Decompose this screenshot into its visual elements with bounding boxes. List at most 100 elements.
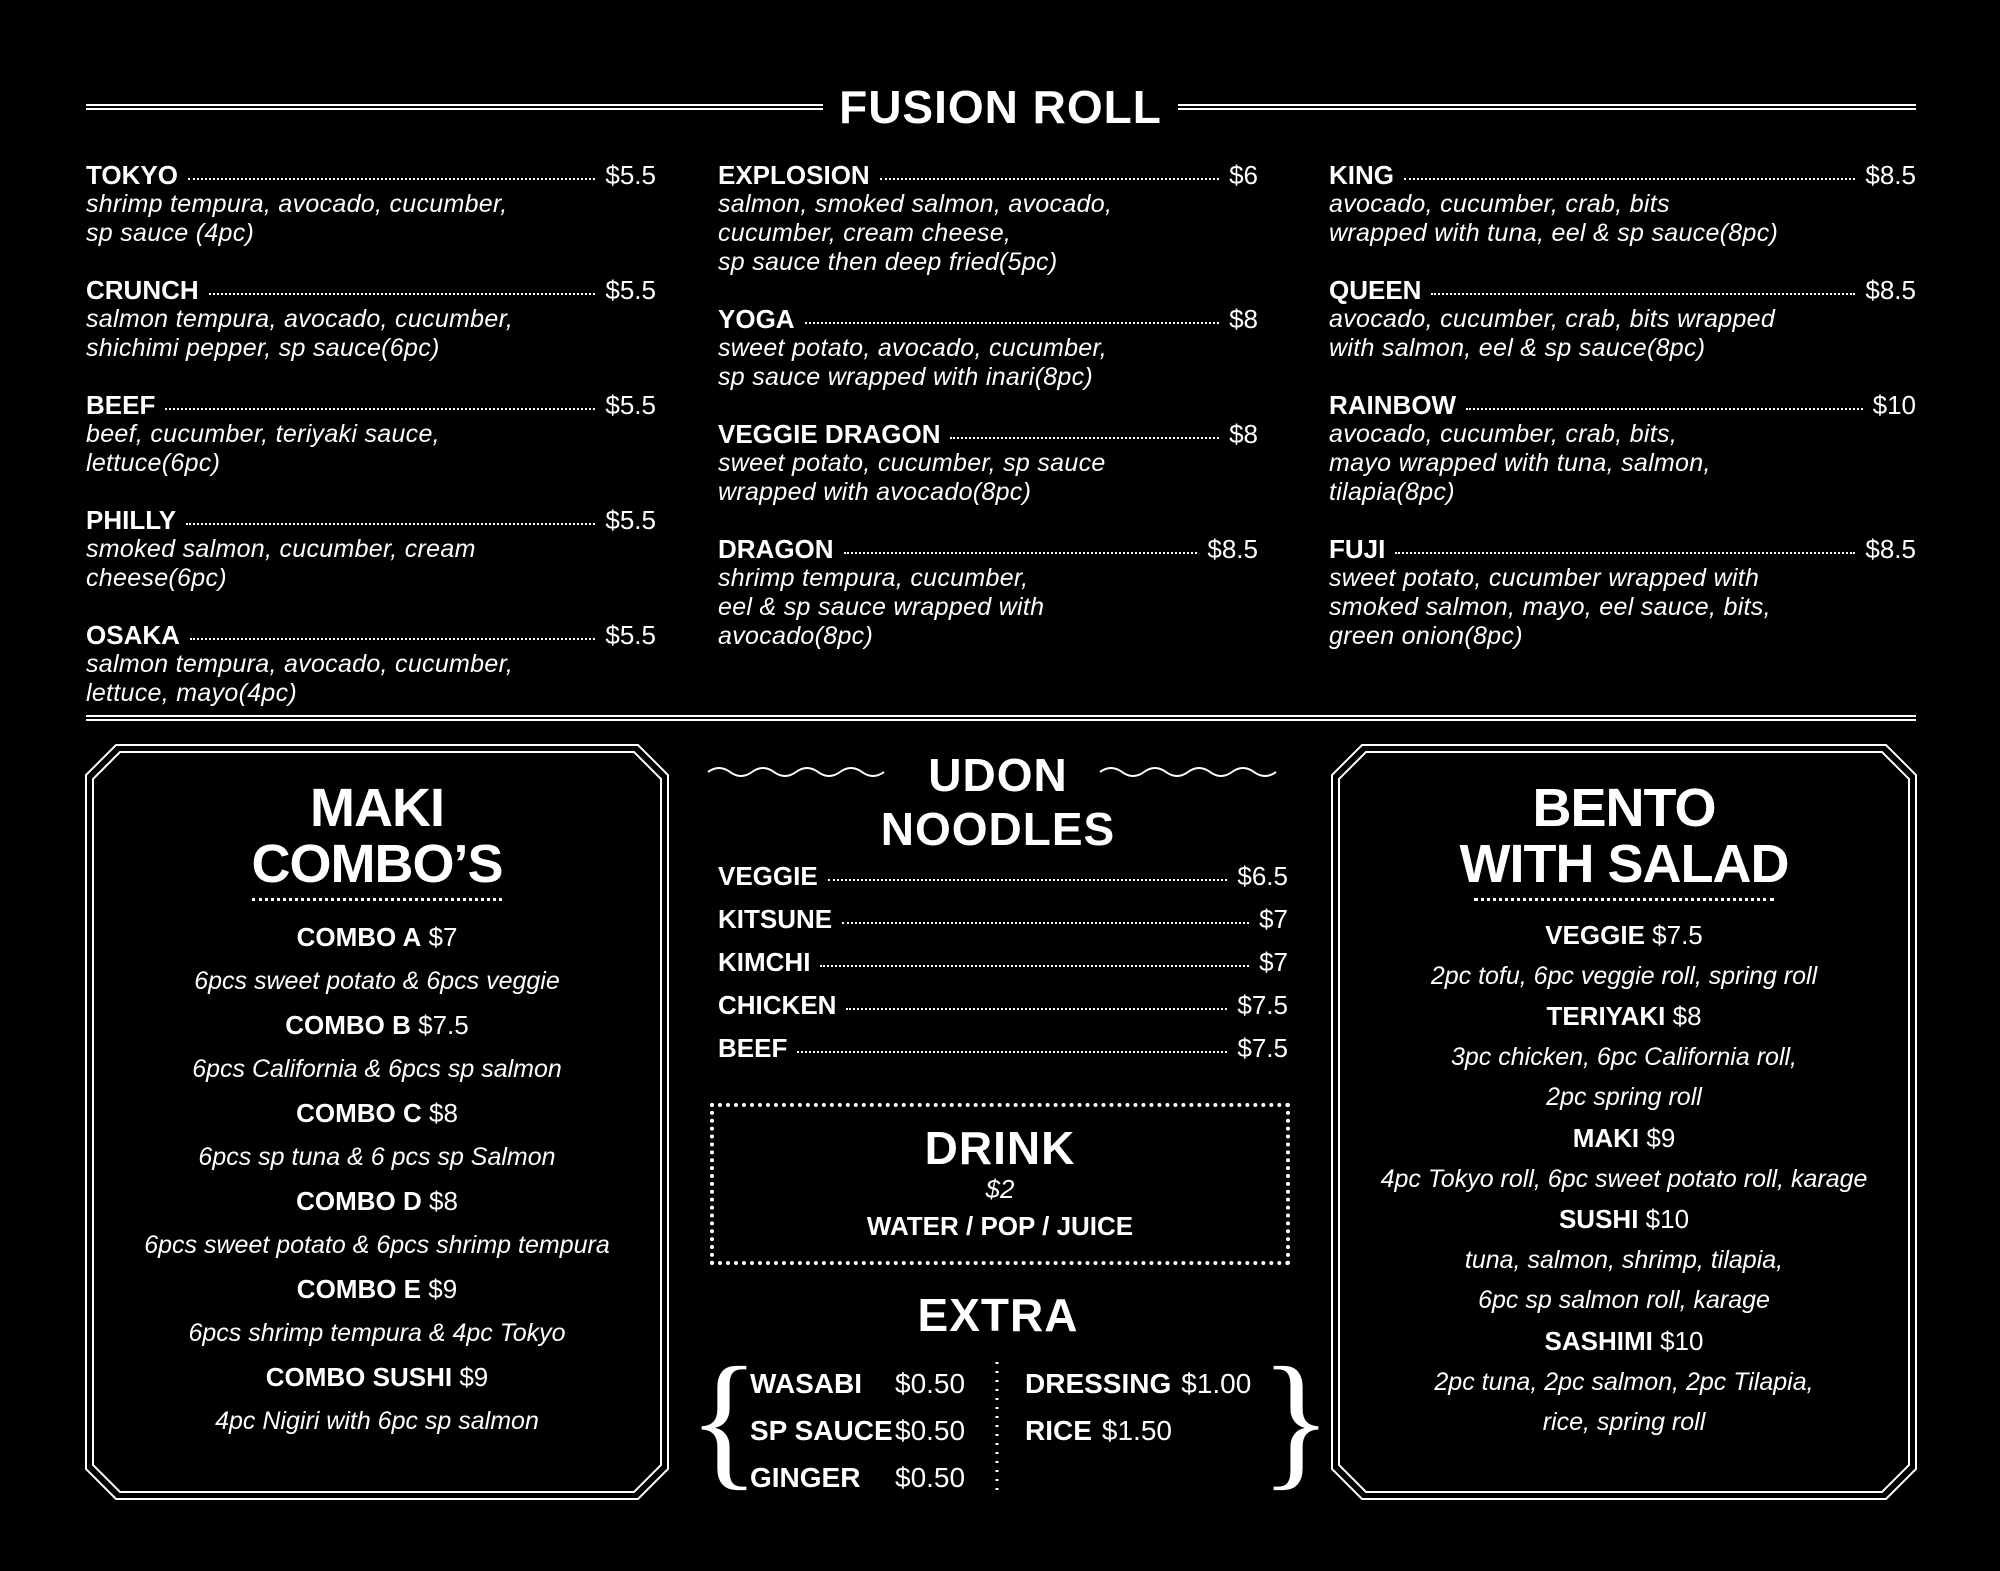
menu-item-price: $5.5 xyxy=(605,505,656,535)
extra-item-name: RICE xyxy=(1025,1415,1092,1446)
bento-name: SUSHI xyxy=(1558,1204,1639,1235)
menu-item-price: $8.5 xyxy=(1865,275,1916,305)
menu-item-row: EXPLOSION $6 xyxy=(718,160,1258,190)
bento-description: rice, spring roll xyxy=(1542,1408,1706,1437)
maki-combo-name: COMBO C xyxy=(296,1098,422,1128)
udon-item-price: $7.5 xyxy=(1237,1033,1288,1063)
brace-left: { xyxy=(688,1337,760,1503)
fusion-column-3: KING $8.5 avocado, cucumber, crab, bits wr… xyxy=(1329,160,1916,678)
bento-description: 2pc tofu, 6pc veggie roll, spring roll xyxy=(1430,961,1818,990)
menu-item-row: KING $8.5 xyxy=(1329,160,1916,190)
menu-item-price: $10 xyxy=(1872,390,1916,420)
menu-item-row: QUEEN $8.5 xyxy=(1329,275,1916,305)
menu-item: PHILLY $5.5 smoked salmon, cucumber, cream… xyxy=(86,505,656,593)
menu-item-row: RAINBOW $10 xyxy=(1329,390,1916,420)
menu-item: BEEF $5.5 beef, cucumber, teriyaki sauce, … xyxy=(86,390,656,478)
menu-item-price: $8 xyxy=(1229,304,1258,334)
leader-dots xyxy=(187,178,596,180)
leader-dots xyxy=(804,322,1220,324)
leader-dots xyxy=(846,1008,1228,1010)
menu-item-description: sweet potato, avocado, cucumber, sp sauc… xyxy=(718,334,1107,391)
menu-item-price: $8.5 xyxy=(1207,534,1258,564)
udon-item-price: $6.5 xyxy=(1237,861,1288,891)
extra-item-price: $1.50 xyxy=(1101,1415,1172,1446)
maki-combo-price: $8 xyxy=(428,1186,458,1216)
bento-price: $7.5 xyxy=(1652,920,1703,950)
header-rule-right xyxy=(1178,104,1916,110)
menu-item-name: DRAGON xyxy=(718,534,834,564)
menu-item: QUEEN $8.5 avocado, cucumber, crab, bits w… xyxy=(1329,275,1916,363)
extra-item: DRESSING $1.00 xyxy=(1025,1360,1265,1407)
bento-description: 4pc Tokyo roll, 6pc sweet potato roll, k… xyxy=(1380,1164,1868,1193)
maki-combo-name: COMBO E xyxy=(296,1274,422,1304)
menu-item-row: CRUNCH $5.5 xyxy=(86,275,656,305)
menu-item: TOKYO $5.5 shrimp tempura, avocado, cucumb… xyxy=(86,160,656,248)
menu-item-name: VEGGIE DRAGON xyxy=(718,419,941,449)
bento-description: 3pc chicken, 6pc California roll, xyxy=(1451,1042,1797,1071)
udon-item-row: VEGGIE $6.5 xyxy=(718,855,1288,898)
menu-item: KING $8.5 avocado, cucumber, crab, bits wr… xyxy=(1329,160,1916,248)
bento-frame-inner xyxy=(1338,751,1910,1493)
maki-frame-outer xyxy=(85,744,669,1500)
udon-item-price: $7 xyxy=(1259,947,1288,977)
menu-item: CRUNCH $5.5 salmon tempura, avocado, cucum… xyxy=(86,275,656,363)
maki-title-line2: COMBO’S xyxy=(251,834,503,894)
extra-item-price: $0.50 xyxy=(895,1415,966,1446)
extra-item-price: $0.50 xyxy=(895,1462,966,1493)
menu-item-name: PHILLY xyxy=(86,505,177,535)
maki-dotted-rule xyxy=(252,898,502,901)
menu-item-row: DRAGON $8.5 xyxy=(718,534,1258,564)
menu-item-price: $5.5 xyxy=(605,160,656,190)
menu-item: FUJI $8.5 sweet potato, cucumber wrapped w… xyxy=(1329,534,1916,651)
drink-title: DRINK xyxy=(924,1122,1076,1174)
menu-item-description: beef, cucumber, teriyaki sauce, lettuce(… xyxy=(86,420,440,477)
extra-item-name: GINGER xyxy=(750,1462,861,1493)
menu-item-description: avocado, cucumber, crab, bits wrapped wi… xyxy=(1329,305,1776,362)
extra-item-name: WASABI xyxy=(750,1368,862,1399)
leader-dots xyxy=(189,638,596,640)
menu-item-row: OSAKA $5.5 xyxy=(86,620,656,650)
maki-combo-heading: COMBO A $7 xyxy=(86,915,668,959)
brace-right: } xyxy=(1260,1337,1332,1503)
leader-dots xyxy=(165,408,596,410)
maki-combo-description: 6pcs sp tuna & 6 pcs sp Salmon xyxy=(198,1143,556,1171)
header-rule-left xyxy=(86,104,823,110)
maki-combo-price: $9 xyxy=(428,1274,458,1304)
bento-heading: VEGGIE $7.5 xyxy=(1332,915,1916,956)
udon-item-name: BEEF xyxy=(718,1033,788,1063)
maki-combo-name: COMBO D xyxy=(296,1186,422,1216)
bento-heading: MAKI $9 xyxy=(1332,1118,1916,1159)
leader-dots xyxy=(1431,293,1856,295)
menu-item-price: $5.5 xyxy=(605,620,656,650)
bento-description: 2pc spring roll xyxy=(1546,1083,1702,1112)
maki-combo-heading: COMBO C $8 xyxy=(86,1091,668,1135)
drink-price: $2 xyxy=(985,1174,1015,1204)
menu-item-name: CRUNCH xyxy=(86,275,199,305)
udon-item-name: KITSUNE xyxy=(718,904,833,934)
maki-title-line1: MAKI xyxy=(310,778,445,838)
menu-item-description: sweet potato, cucumber, sp sauce wrapped… xyxy=(718,449,1106,506)
drink-box: DRINK $2 WATER / POP / JUICE xyxy=(710,1103,1290,1265)
udon-item-price: $7 xyxy=(1259,904,1288,934)
menu-item-row: YOGA $8 xyxy=(718,304,1258,334)
extra-item-name: DRESSING xyxy=(1025,1368,1172,1399)
menu-item-description: avocado, cucumber, crab, bits wrapped wi… xyxy=(1329,190,1779,247)
fusion-column-2: EXPLOSION $6 salmon, smoked salmon, avocad… xyxy=(718,160,1258,678)
menu-item-price: $8.5 xyxy=(1865,534,1916,564)
udon-item-row: BEEF $7.5 xyxy=(718,1027,1288,1070)
udon-title-line2: NOODLES xyxy=(880,803,1116,855)
maki-combo-description: 6pcs California & 6pcs sp salmon xyxy=(192,1055,562,1083)
fusion-roll-title: FUSION ROLL xyxy=(839,81,1162,133)
bento-name: SASHIMI xyxy=(1544,1325,1653,1356)
extra-title: EXTRA xyxy=(917,1289,1079,1341)
menu-item-row: VEGGIE DRAGON $8 xyxy=(718,419,1258,449)
leader-dots xyxy=(950,437,1220,439)
extra-left-list: WASABI $0.50 SP SAUCE $0.50 GINGER $0.50 xyxy=(750,1360,980,1501)
bento-frame-outer xyxy=(1331,744,1917,1500)
menu-item-price: $5.5 xyxy=(605,275,656,305)
menu-item-description: shrimp tempura, avocado, cucumber, sp sa… xyxy=(86,190,508,247)
drink-options: WATER / POP / JUICE xyxy=(866,1211,1134,1241)
menu-item-name: TOKYO xyxy=(86,160,178,190)
maki-combo-heading: COMBO D $8 xyxy=(86,1179,668,1223)
